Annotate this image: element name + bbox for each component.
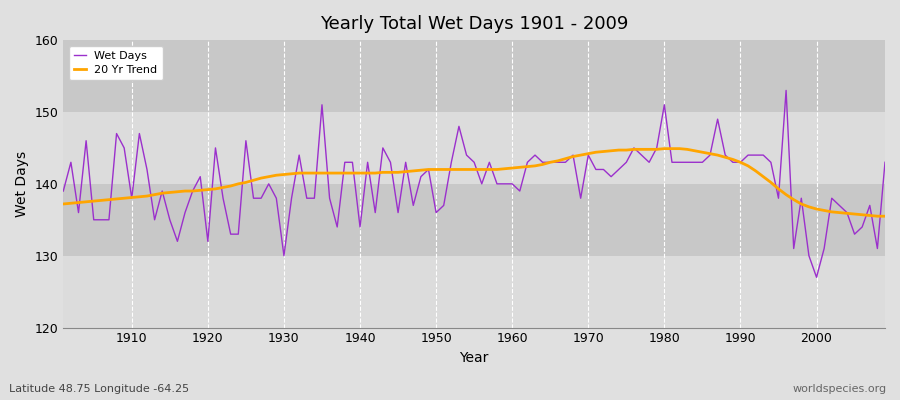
Wet Days bbox=[332, 224, 343, 229]
20 Yr Trend bbox=[659, 146, 670, 151]
20 Yr Trend bbox=[598, 149, 609, 154]
20 Yr Trend bbox=[58, 202, 68, 206]
Title: Yearly Total Wet Days 1901 - 2009: Yearly Total Wet Days 1901 - 2009 bbox=[320, 15, 628, 33]
Line: 20 Yr Trend: 20 Yr Trend bbox=[63, 149, 885, 216]
Wet Days bbox=[811, 275, 822, 280]
20 Yr Trend bbox=[119, 196, 130, 201]
20 Yr Trend bbox=[286, 171, 297, 176]
Line: Wet Days: Wet Days bbox=[63, 90, 885, 277]
Bar bbox=[63, 40, 885, 112]
Wet Days bbox=[286, 196, 297, 201]
Wet Days bbox=[507, 182, 517, 186]
Wet Days bbox=[879, 160, 890, 165]
Text: worldspecies.org: worldspecies.org bbox=[792, 384, 886, 394]
20 Yr Trend bbox=[507, 166, 517, 170]
20 Yr Trend bbox=[500, 166, 510, 171]
Wet Days bbox=[119, 146, 130, 150]
Wet Days bbox=[780, 88, 791, 93]
Bar bbox=[63, 112, 885, 184]
Wet Days bbox=[58, 189, 68, 194]
Y-axis label: Wet Days: Wet Days bbox=[15, 151, 29, 217]
Bar bbox=[63, 256, 885, 328]
Bar bbox=[63, 184, 885, 256]
Wet Days bbox=[598, 167, 609, 172]
20 Yr Trend bbox=[879, 214, 890, 218]
Wet Days bbox=[500, 182, 510, 186]
20 Yr Trend bbox=[332, 171, 343, 176]
X-axis label: Year: Year bbox=[460, 351, 489, 365]
Legend: Wet Days, 20 Yr Trend: Wet Days, 20 Yr Trend bbox=[68, 46, 163, 80]
20 Yr Trend bbox=[872, 214, 883, 218]
Text: Latitude 48.75 Longitude -64.25: Latitude 48.75 Longitude -64.25 bbox=[9, 384, 189, 394]
